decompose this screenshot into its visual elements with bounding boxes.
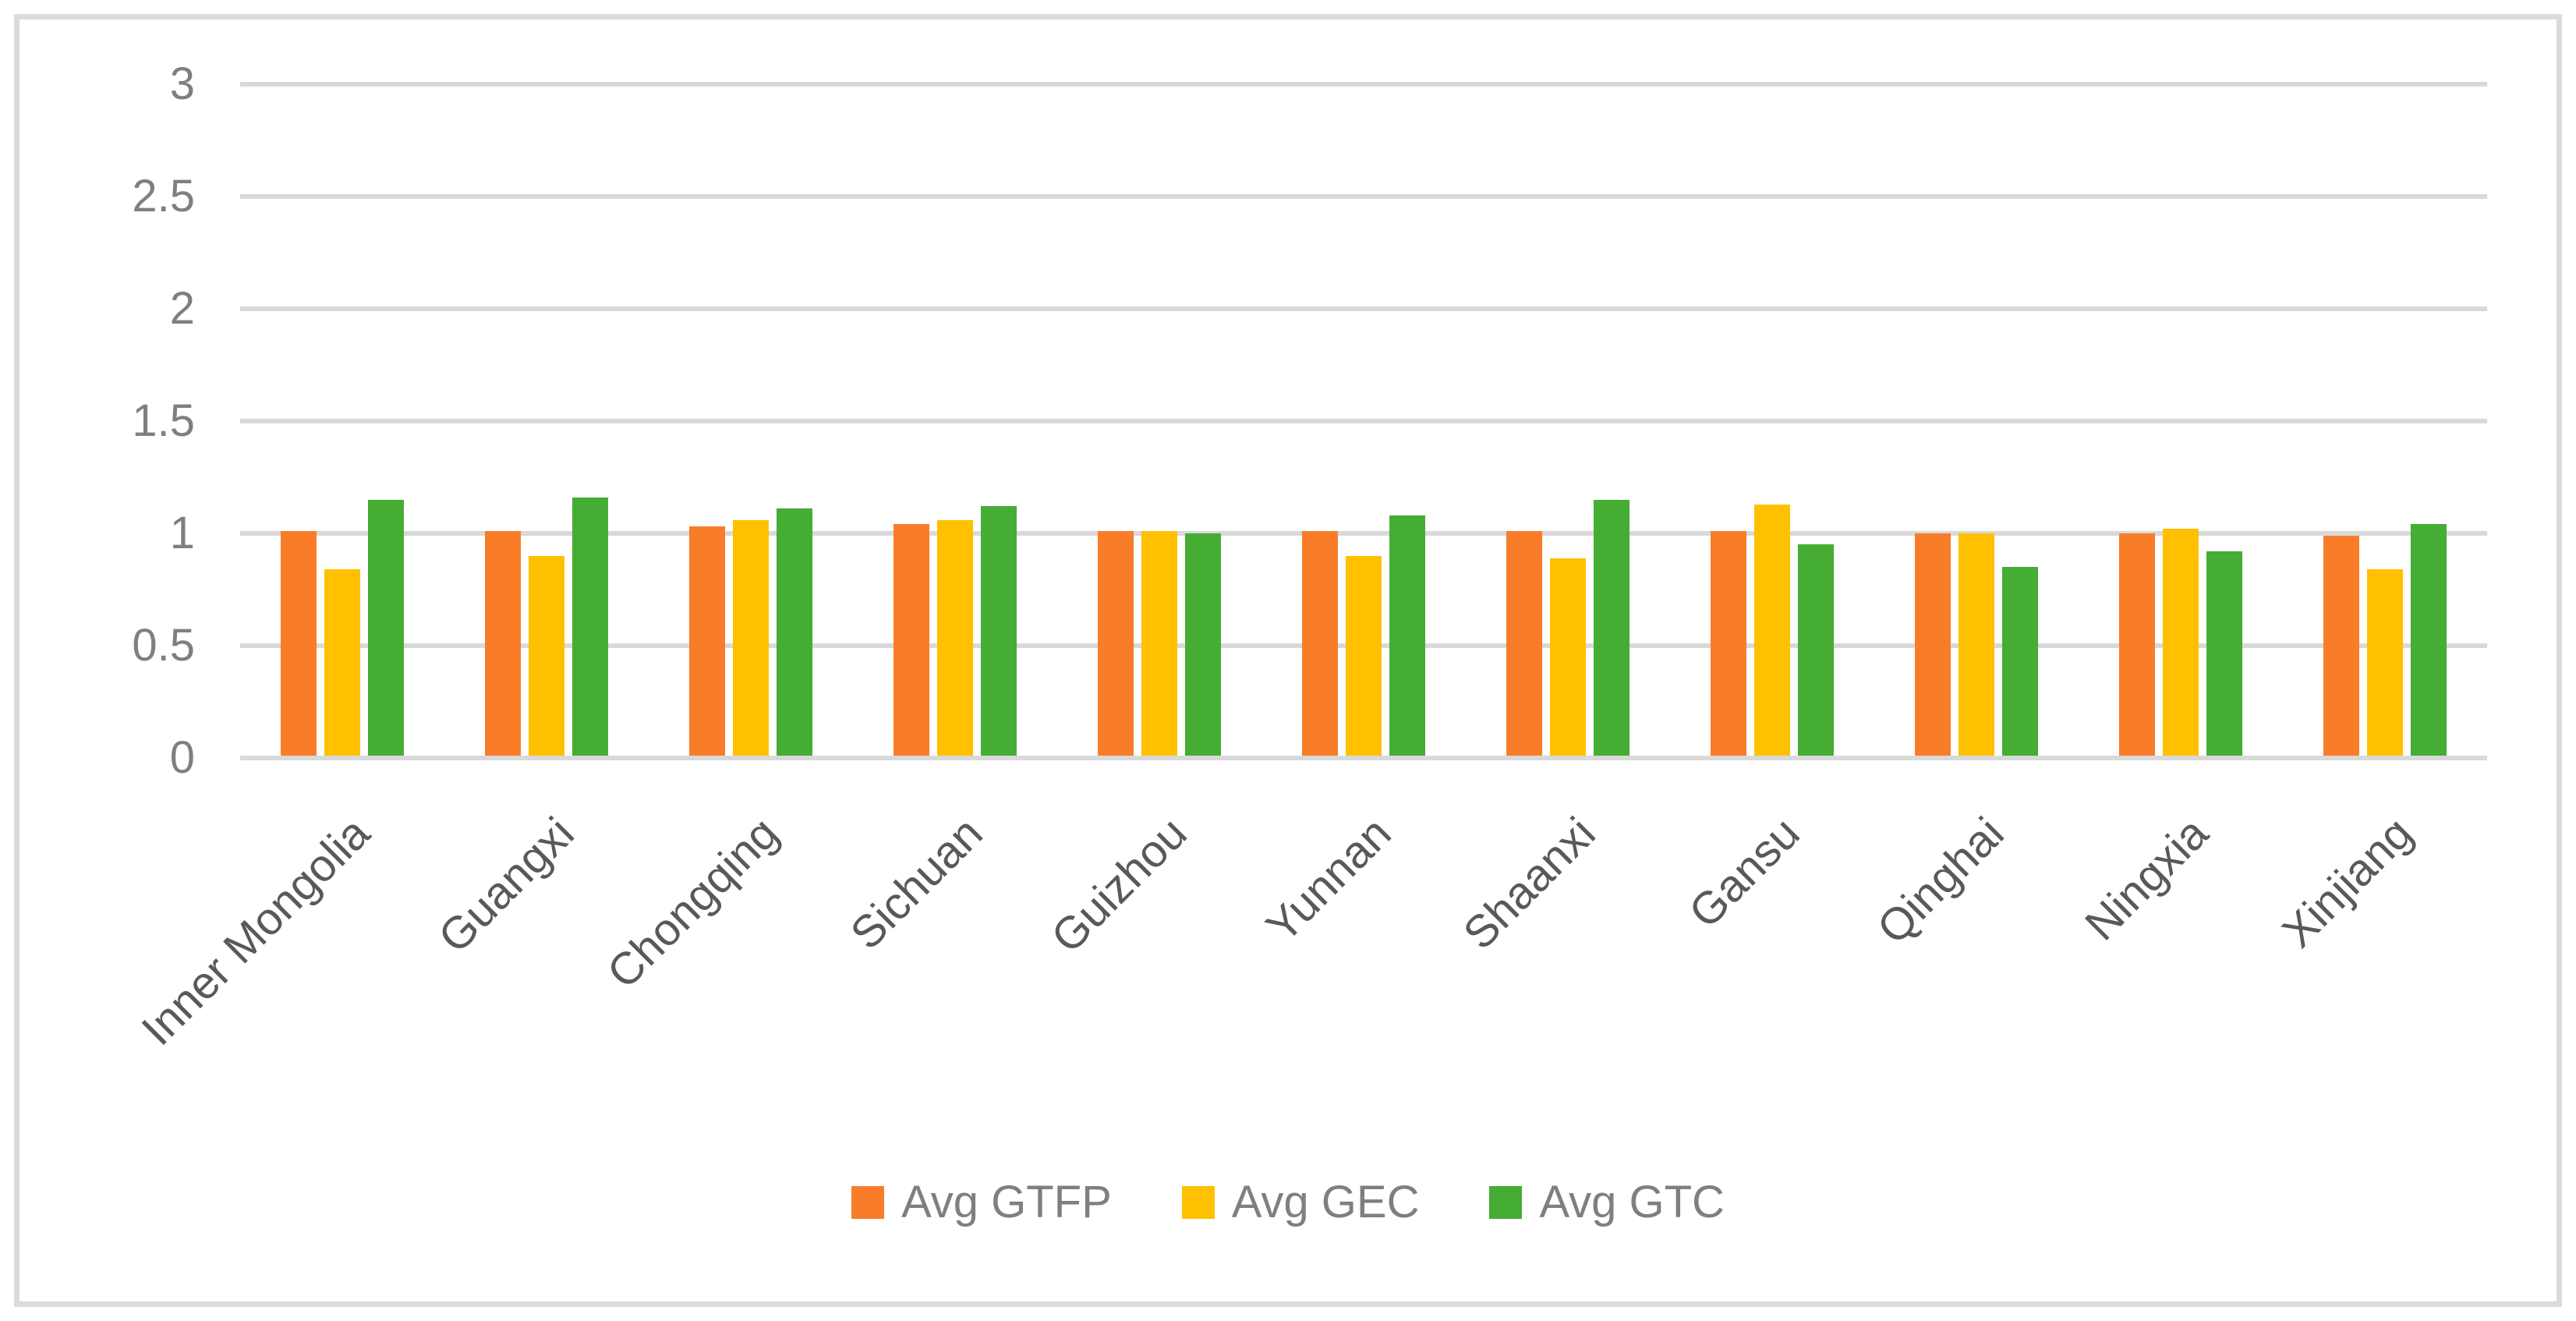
bar-avg-gtfp-chongqing	[689, 526, 725, 756]
bar-avg-gtc-xinjiang	[2411, 524, 2447, 756]
bar-avg-gec-inner-mongolia	[324, 569, 360, 756]
y-tick-label-0: 0	[169, 732, 195, 783]
x-category-label-chongqing: Chongqing	[597, 807, 788, 999]
bar-avg-gtc-gansu	[1798, 544, 1834, 756]
x-category-label-shaanxi: Shaanxi	[1453, 807, 1605, 959]
y-tick-label-2.5: 2.5	[132, 171, 195, 221]
bar-avg-gtc-yunnan	[1389, 515, 1425, 756]
legend-swatch-avg-gec	[1181, 1186, 1215, 1219]
bar-avg-gtfp-yunnan	[1302, 531, 1338, 756]
bar-avg-gtfp-guizhou	[1098, 531, 1134, 756]
bar-avg-gec-sichuan	[937, 520, 973, 756]
legend-label-avg-gtc: Avg GTC	[1539, 1177, 1725, 1227]
bar-avg-gtfp-guangxi	[485, 531, 521, 756]
bar-avg-gtc-shaanxi	[1594, 500, 1629, 756]
bar-avg-gtfp-ningxia	[2119, 533, 2155, 756]
x-category-label-ningxia: Ningxia	[2075, 807, 2218, 951]
legend-label-avg-gec: Avg GEC	[1231, 1177, 1420, 1227]
bar-avg-gec-yunnan	[1346, 556, 1382, 756]
legend-entry-avg-gtc: Avg GTC	[1489, 1177, 1725, 1227]
legend-label-avg-gtfp: Avg GTFP	[901, 1177, 1112, 1227]
bar-avg-gec-qinghai	[1959, 533, 1994, 756]
bar-avg-gtfp-shaanxi	[1506, 531, 1542, 756]
bar-avg-gec-chongqing	[733, 520, 769, 756]
x-category-label-inner-mongolia: Inner Mongolia	[132, 807, 380, 1055]
bar-avg-gtfp-gansu	[1711, 531, 1746, 756]
bar-avg-gtc-inner-mongolia	[368, 500, 404, 756]
x-category-label-yunnan: Yunnan	[1256, 807, 1401, 952]
gridline-0	[240, 756, 2487, 760]
x-category-label-qinghai: Qinghai	[1867, 807, 2014, 954]
gridline-2	[240, 306, 2487, 311]
bar-avg-gtfp-xinjiang	[2323, 536, 2359, 756]
bar-avg-gtfp-inner-mongolia	[281, 531, 317, 756]
legend: Avg GTFP Avg GEC Avg GTC	[0, 1179, 2576, 1226]
legend-swatch-avg-gtfp	[851, 1186, 885, 1219]
x-category-label-guizhou: Guizhou	[1041, 807, 1197, 963]
bar-avg-gtc-sichuan	[981, 506, 1017, 756]
x-category-label-guangxi: Guangxi	[428, 807, 584, 963]
bar-avg-gtc-guangxi	[572, 498, 608, 756]
x-category-label-gansu: Gansu	[1679, 807, 1810, 938]
bar-avg-gtfp-sichuan	[893, 524, 929, 756]
bar-avg-gec-guangxi	[529, 556, 564, 756]
bar-avg-gtc-chongqing	[777, 508, 812, 756]
bar-avg-gec-xinjiang	[2367, 569, 2403, 756]
legend-entry-avg-gtfp: Avg GTFP	[851, 1179, 1112, 1226]
legend-entry-avg-gec: Avg GEC	[1181, 1177, 1420, 1227]
y-tick-label-3: 3	[169, 58, 195, 109]
x-category-label-sichuan: Sichuan	[840, 807, 993, 959]
gridline-1	[240, 531, 2487, 536]
bar-avg-gec-gansu	[1754, 505, 1790, 756]
bar-avg-gec-guizhou	[1141, 531, 1177, 756]
gridline-1.5	[240, 419, 2487, 423]
gridline-3	[240, 82, 2487, 87]
y-tick-label-1: 1	[169, 508, 195, 558]
bar-avg-gtc-qinghai	[2002, 567, 2038, 756]
bar-avg-gtfp-qinghai	[1915, 533, 1951, 756]
gridline-2.5	[240, 194, 2487, 199]
bar-avg-gec-shaanxi	[1550, 558, 1586, 756]
bar-avg-gec-ningxia	[2163, 529, 2199, 756]
bar-avg-gtc-guizhou	[1185, 533, 1221, 756]
bar-avg-gtc-ningxia	[2206, 551, 2242, 756]
x-category-label-xinjiang: Xinjiang	[2272, 807, 2422, 958]
legend-swatch-avg-gtc	[1489, 1186, 1523, 1219]
y-tick-label-1.5: 1.5	[132, 395, 195, 446]
y-tick-label-0.5: 0.5	[132, 620, 195, 671]
y-tick-label-2: 2	[169, 283, 195, 334]
